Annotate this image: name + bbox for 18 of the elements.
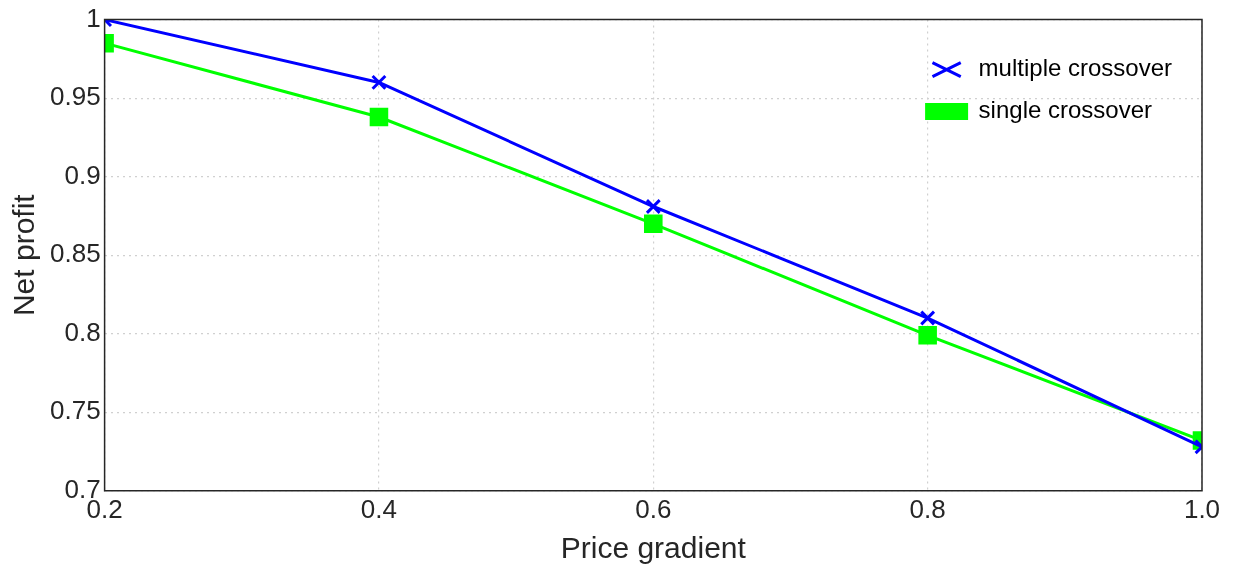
y-axis-title: Net profit <box>7 193 41 317</box>
point <box>919 310 936 326</box>
x-tick-label: 0.8 <box>909 493 946 524</box>
x-tick-label: 1.0 <box>1183 493 1221 524</box>
y-tick-label: 1 <box>86 2 101 33</box>
y-tick-label: 0.75 <box>49 395 101 426</box>
x-axis-title: Price gradient <box>560 531 747 565</box>
y-tick-label: 0.9 <box>64 159 101 190</box>
point <box>645 198 662 215</box>
point <box>644 214 663 234</box>
y-tick-label: 0.95 <box>49 81 101 112</box>
legend-label: multiple crossover <box>978 54 1173 82</box>
legend-label: single crossover <box>978 96 1153 124</box>
y-tick-label: 0.85 <box>49 238 101 269</box>
x-tick-label: 0.4 <box>360 493 398 524</box>
point <box>918 326 937 345</box>
x-tick-label: 0.6 <box>635 493 672 524</box>
y-tick-label: 0.8 <box>64 316 101 347</box>
